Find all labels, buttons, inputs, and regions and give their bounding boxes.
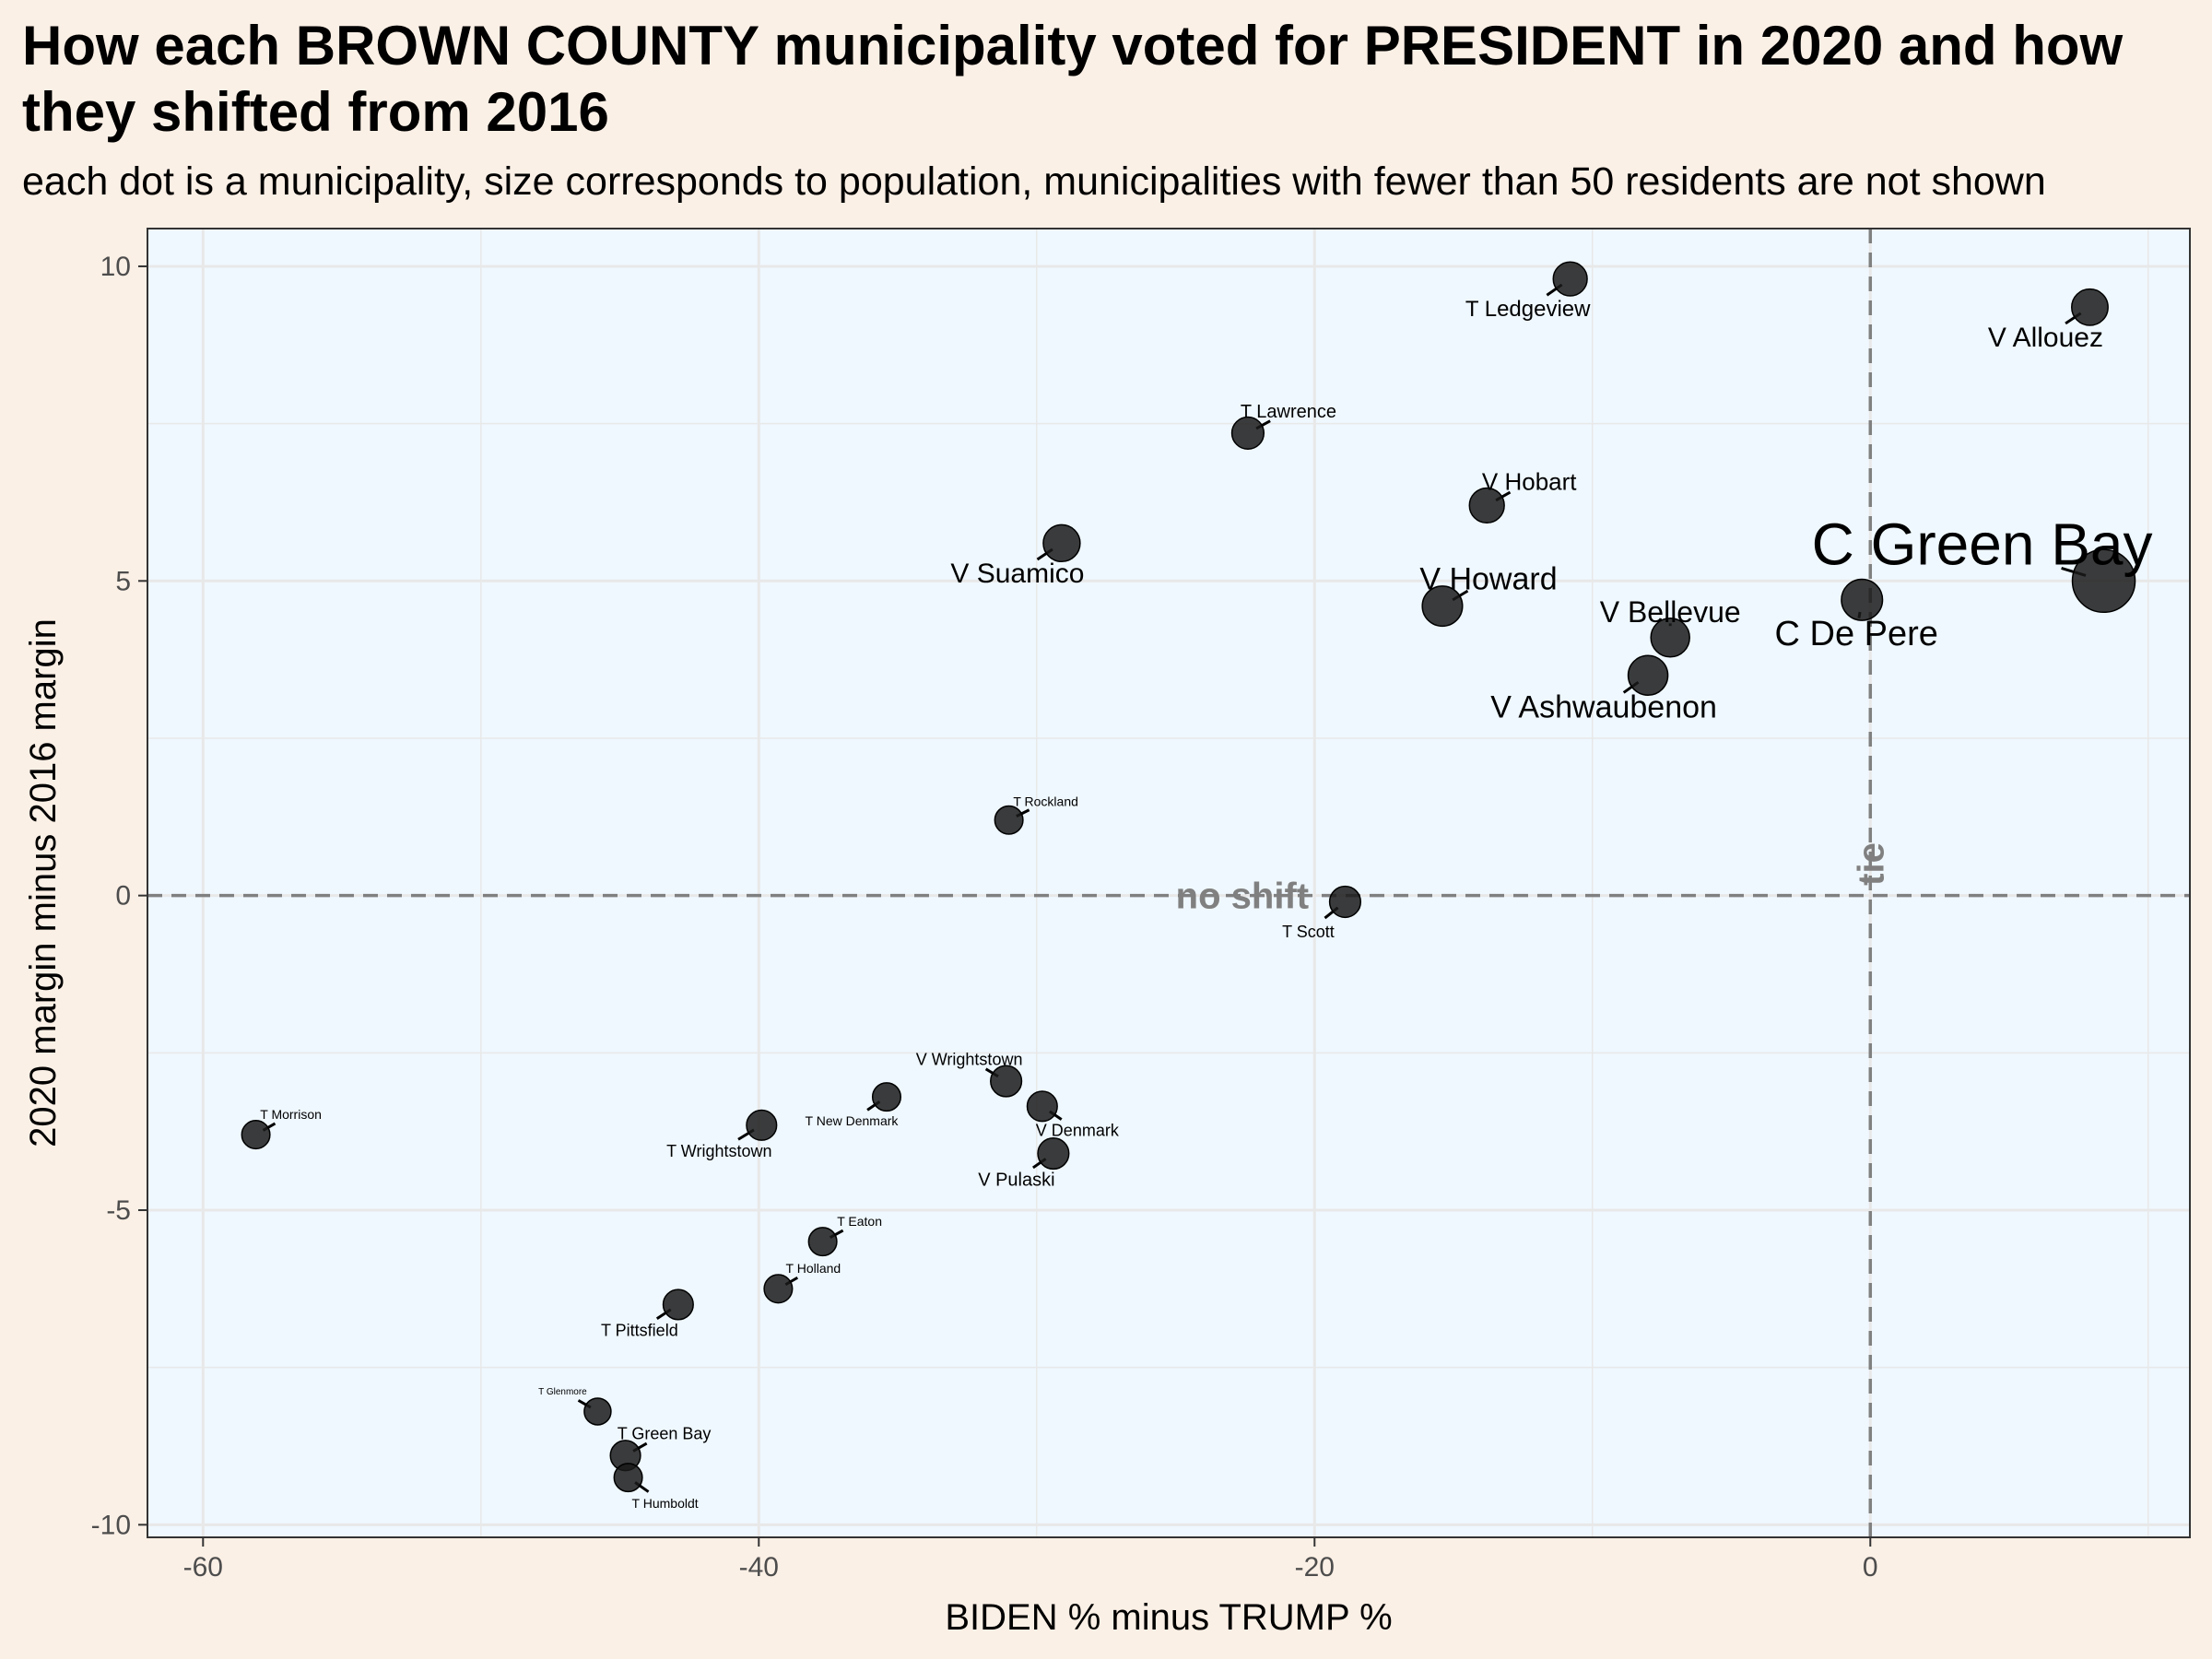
point-label: T Pittsfield <box>601 1322 678 1340</box>
data-point <box>1042 524 1081 563</box>
data-point <box>1841 578 1884 621</box>
data-point <box>1026 1090 1058 1123</box>
y-tick-label: 10 <box>100 252 131 282</box>
data-point <box>241 1120 271 1150</box>
point-label: C Green Bay <box>1812 512 2153 578</box>
y-tick-label: -10 <box>91 1510 131 1540</box>
point-label: V Denmark <box>1036 1122 1120 1140</box>
point-label: V Bellevue <box>1600 595 1741 629</box>
data-point <box>1627 654 1669 696</box>
point-label: V Pulaski <box>978 1171 1054 1191</box>
point-label: T Humboldt <box>632 1496 699 1511</box>
x-tick-label: 0 <box>1863 1552 1878 1583</box>
point-label: T Ledgeview <box>1465 297 1591 322</box>
point-label: V Howard <box>1419 562 1557 597</box>
y-axis-ticks: -10 -5 0 5 10 <box>91 252 147 1540</box>
x-tick-label: -60 <box>183 1552 223 1583</box>
point-label: T Lawrence <box>1241 402 1336 422</box>
y-tick-label: 0 <box>115 881 131 912</box>
data-point <box>1468 487 1505 524</box>
data-point <box>994 805 1024 835</box>
data-point <box>583 1397 612 1426</box>
point-label: V Ashwaubenon <box>1490 690 1717 725</box>
data-point <box>1552 261 1588 297</box>
y-tick-label: -5 <box>106 1195 131 1226</box>
point-label: T Rockland <box>1013 794 1078 809</box>
data-point <box>662 1288 694 1321</box>
plot-panel <box>147 229 2190 1537</box>
point-label: V Hobart <box>1482 467 1577 495</box>
data-point <box>2071 548 2136 614</box>
point-labels: C Green Bay C De Pere V Allouez V Ashwauben… <box>260 297 2152 1511</box>
chart-title: How each BROWN COUNTY municipality voted… <box>22 15 2124 143</box>
tie-label: tie <box>1851 842 1891 886</box>
data-point <box>613 1463 643 1493</box>
point-label: C De Pere <box>1775 615 1938 653</box>
data-point <box>871 1082 902 1112</box>
data-point <box>1037 1136 1070 1171</box>
chart-subtitle: each dot is a municipality, size corresp… <box>22 159 2046 204</box>
point-label: T Morrison <box>260 1107 322 1122</box>
point-label: T Eaton <box>837 1214 882 1229</box>
x-axis-title: BIDEN % minus TRUMP % <box>945 1597 1392 1638</box>
data-point <box>1421 585 1464 628</box>
data-point <box>746 1109 778 1141</box>
data-point <box>2071 288 2109 326</box>
point-label: V Allouez <box>1988 323 2103 353</box>
data-point <box>1328 885 1362 919</box>
y-tick-label: 5 <box>115 566 131 596</box>
reference-lines: no shift tie <box>147 229 2190 1537</box>
plot-border <box>147 228 2191 1538</box>
point-label: T Wrightstown <box>666 1142 771 1160</box>
data-point <box>990 1065 1023 1098</box>
point-label: T Glenmore <box>538 1387 587 1397</box>
x-tick-label: -40 <box>739 1552 779 1583</box>
y-axis-title: 2020 margin minus 2016 margin <box>23 618 64 1147</box>
data-point <box>1650 618 1690 658</box>
point-label: V Wrightstown <box>916 1050 1023 1068</box>
no-shift-label: no shift <box>1176 877 1309 917</box>
x-axis-ticks: -60 -40 -20 0 <box>183 1537 1878 1583</box>
data-point <box>763 1274 794 1304</box>
x-tick-label: -20 <box>1295 1552 1335 1583</box>
point-label: V Suamico <box>950 559 1084 589</box>
data-point <box>807 1227 838 1257</box>
point-label: T Holland <box>786 1261 841 1276</box>
data-point <box>1230 416 1265 450</box>
point-label: T Green Bay <box>618 1425 712 1443</box>
data-points <box>241 261 2136 1493</box>
point-label: T Scott <box>1282 923 1335 941</box>
point-label: T New Denmark <box>806 1113 900 1128</box>
